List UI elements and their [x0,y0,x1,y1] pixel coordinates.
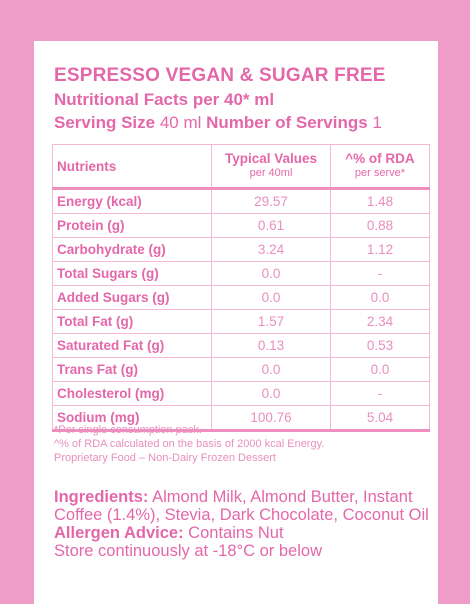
header-typical-label: Typical Values [224,151,318,166]
nutrient-rda: 0.0 [330,285,430,310]
table-row: Trans Fat (g) 0.0 0.0 [52,357,430,382]
header-typical-sub: per 40ml [249,167,293,179]
facts-heading: Nutritional Facts per 40* ml [54,90,275,109]
header-typical-values: Typical Values per 40ml [211,144,331,190]
nutrient-rda: 2.34 [330,309,430,334]
table-row: Carbohydrate (g) 3.24 1.12 [52,237,430,262]
header-rda: ^% of RDA per serve* [330,144,430,190]
header-nutrients: Nutrients [52,144,212,190]
allergen-line: Allergen Advice: Contains Nut [54,524,434,542]
ingredients-block: Ingredients: Almond Milk, Almond Butter,… [54,488,434,560]
nutrient-value: 100.76 [211,405,331,432]
serving-size-label: Serving Size [54,113,156,132]
nutrient-rda: 0.53 [330,333,430,358]
footnote-category: Proprietary Food – Non-Dairy Frozen Dess… [54,452,276,464]
table-row: Added Sugars (g) 0.0 0.0 [52,285,430,310]
nutrient-name: Trans Fat (g) [52,357,212,382]
nutrient-value: 0.0 [211,285,331,310]
ingredients-line: Ingredients: Almond Milk, Almond Butter,… [54,488,434,524]
nutrient-name: Total Sugars (g) [52,261,212,286]
serving-info: Serving Size 40 ml Number of Servings 1 [54,113,382,133]
footnotes: *Per single consumption pack. ^% of RDA … [54,423,324,465]
table-row: Sodium (mg) 100.76 5.04 [52,405,430,432]
table-row: Protein (g) 0.61 0.88 [52,213,430,238]
nutrient-rda: 1.12 [330,237,430,262]
table-row: Energy (kcal) 29.57 1.48 [52,188,430,214]
nutrition-label-card: ESPRESSO VEGAN & SUGAR FREE Nutritional … [34,41,438,604]
nutrient-name: Protein (g) [52,213,212,238]
nutrient-rda: 0.88 [330,213,430,238]
nutrient-rda: 1.48 [330,188,430,214]
storage-line: Store continuously at -18°C or below [54,542,322,560]
table-row: Total Fat (g) 1.57 2.34 [52,309,430,334]
nutrient-value: 3.24 [211,237,331,262]
nutrient-value: 1.57 [211,309,331,334]
servings-value: 1 [367,113,382,132]
nutrient-rda: - [330,381,430,406]
nutrient-name: Saturated Fat (g) [52,333,212,358]
nutrient-value: 0.0 [211,261,331,286]
ingredients-text: Almond Milk, Almond Butter, Instant Coff… [54,488,429,524]
servings-label: Number of Servings [206,113,368,132]
table-row: Cholesterol (mg) 0.0 - [52,381,430,406]
nutrition-table: Nutrients Typical Values per 40ml ^% of … [52,144,430,432]
nutrient-rda: 5.04 [330,405,430,432]
allergen-text: Contains Nut [183,524,284,542]
nutrient-value: 0.13 [211,333,331,358]
nutrient-name: Added Sugars (g) [52,285,212,310]
ingredients-label: Ingredients: [54,488,149,506]
header-rda-sub: per serve* [354,167,406,179]
footnote-rda: ^% of RDA calculated on the basis of 200… [54,438,325,450]
table-header-row: Nutrients Typical Values per 40ml ^% of … [52,144,430,190]
header-rda-label: ^% of RDA [345,151,415,166]
nutrient-rda: - [330,261,430,286]
nutrient-name: Total Fat (g) [52,309,212,334]
table-row: Saturated Fat (g) 0.13 0.53 [52,333,430,358]
footnote-serving: *Per single consumption pack. [54,424,202,436]
nutrient-name: Energy (kcal) [52,188,212,214]
nutrient-name: Cholesterol (mg) [52,381,212,406]
nutrient-value: 29.57 [211,188,331,214]
nutrient-value: 0.0 [211,357,331,382]
nutrient-name: Sodium (mg) [52,405,212,432]
nutrient-value: 0.61 [211,213,331,238]
allergen-label: Allergen Advice: [54,524,184,542]
nutrient-name: Carbohydrate (g) [52,237,212,262]
nutrient-rda: 0.0 [330,357,430,382]
table-row: Total Sugars (g) 0.0 - [52,261,430,286]
serving-size-value: 40 ml [155,113,207,132]
nutrient-value: 0.0 [211,381,331,406]
product-title: ESPRESSO VEGAN & SUGAR FREE [54,65,386,86]
